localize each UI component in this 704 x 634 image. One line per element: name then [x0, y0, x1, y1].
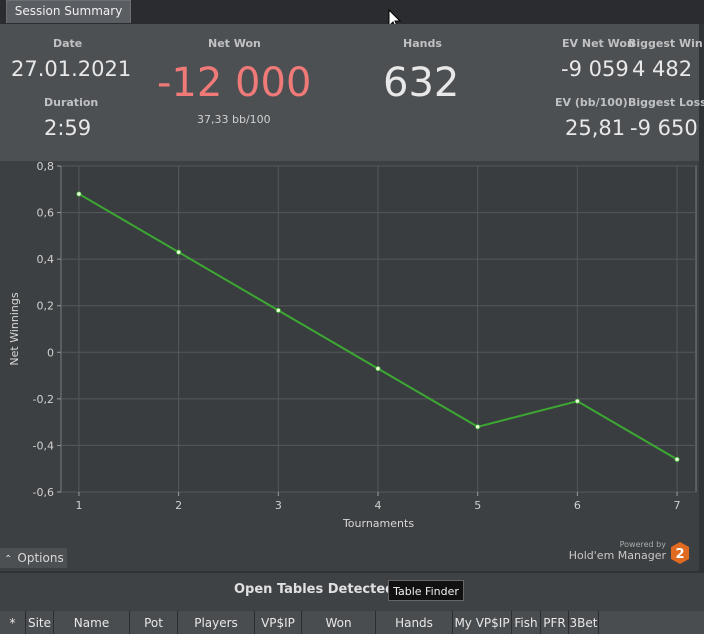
column-header-name[interactable]: Name [54, 611, 130, 634]
y-tick-label: -0,6 [33, 486, 54, 499]
date-label: Date [53, 37, 83, 50]
biggest-win-label: Biggest Win [628, 37, 703, 50]
product-name: Hold'em Manager [568, 549, 666, 562]
powered-by-label: Powered by [619, 540, 666, 549]
ev-bb100-label: EV (bb/100) [555, 96, 628, 109]
date-value: 27.01.2021 [11, 57, 132, 81]
column-header-site[interactable]: Site [26, 611, 54, 634]
column-header-won[interactable]: Won [302, 611, 376, 634]
column-header-3bet[interactable]: 3Bet [569, 611, 599, 634]
tab-bar: Session Summary [0, 0, 704, 24]
hands-label: Hands [403, 37, 442, 50]
x-tick-label: 4 [375, 499, 382, 512]
x-tick-label: 1 [75, 499, 82, 512]
column-header-hands[interactable]: Hands [376, 611, 453, 634]
data-point [574, 398, 580, 404]
net-winnings-chart: 0,8 0,6 0,4 0,2 0 -0,2 -0,4 -0,6 1 2 3 4 5 6 7 Tourname… [8, 161, 697, 530]
column-header-star[interactable]: * [0, 611, 26, 634]
y-tick-label: 0,2 [37, 300, 55, 313]
y-tick-label: 0,4 [37, 253, 55, 266]
tab-session-summary[interactable]: Session Summary [6, 0, 131, 23]
y-tick-label: 0 [47, 346, 54, 359]
powered-by: Powered by Hold'em Manager [569, 540, 666, 562]
hm2-logo-icon: 2 [671, 542, 689, 564]
y-tick-label: 0,6 [37, 207, 55, 220]
duration-label: Duration [44, 96, 99, 109]
chevron-up-icon: ⌃ [4, 554, 13, 565]
x-tick-label: 5 [474, 499, 481, 512]
duration-value: 2:59 [44, 116, 92, 140]
options-toggle[interactable]: ⌃ Options [0, 548, 67, 568]
column-header-vp-ip[interactable]: VP$IP [255, 611, 302, 634]
column-header-fish[interactable]: Fish [512, 611, 541, 634]
y-axis-label: Net Winnings [8, 292, 21, 365]
hands-value: 632 [383, 60, 460, 106]
net-won-value: -12 000 [157, 60, 312, 106]
table-finder-button[interactable]: Table Finder [388, 580, 464, 601]
data-point [375, 365, 381, 372]
data-point [176, 249, 182, 255]
x-tick-label: 2 [175, 499, 182, 512]
column-header-pot[interactable]: Pot [130, 611, 178, 634]
hm2-badge-text: 2 [675, 547, 684, 562]
biggest-win-value: 4 482 [632, 57, 693, 81]
column-header-my-vp-ip[interactable]: My VP$IP [453, 611, 512, 634]
open-tables-header [0, 611, 704, 634]
x-tick-label: 3 [275, 499, 282, 512]
y-tick-label: 0,8 [37, 161, 55, 173]
data-point [76, 191, 82, 197]
biggest-loss-label: Biggest Loss [628, 96, 704, 109]
x-axis-label: Tournaments [342, 517, 414, 530]
ev-net-won-value: -9 059 [561, 57, 629, 81]
data-point [475, 424, 481, 430]
biggest-loss-value: -9 650 [630, 116, 698, 140]
data-point [674, 456, 680, 462]
open-tables-title: Open Tables Detected [234, 582, 395, 597]
column-header-pfr[interactable]: PFR [541, 611, 569, 634]
x-tick-label: 7 [674, 499, 681, 512]
x-tick-label: 6 [574, 499, 581, 512]
column-header-players[interactable]: Players [178, 611, 255, 634]
options-label: Options [17, 551, 64, 565]
data-point [275, 307, 281, 313]
ev-bb100-value: 25,81 [565, 116, 626, 140]
y-tick-label: -0,2 [33, 393, 54, 406]
chart-panel: 0,8 0,6 0,4 0,2 0 -0,2 -0,4 -0,6 1 2 3 4 5 6 7 Tourname… [0, 161, 699, 571]
ev-net-won-label: EV Net Won [562, 37, 635, 50]
net-won-label: Net Won [208, 37, 261, 50]
session-summary-panel: Date 27.01.2021 Duration 2:59 Net Won -1… [0, 24, 704, 161]
bb-per-100-value: 37,33 bb/100 [197, 113, 271, 126]
y-tick-label: -0,4 [33, 439, 54, 452]
